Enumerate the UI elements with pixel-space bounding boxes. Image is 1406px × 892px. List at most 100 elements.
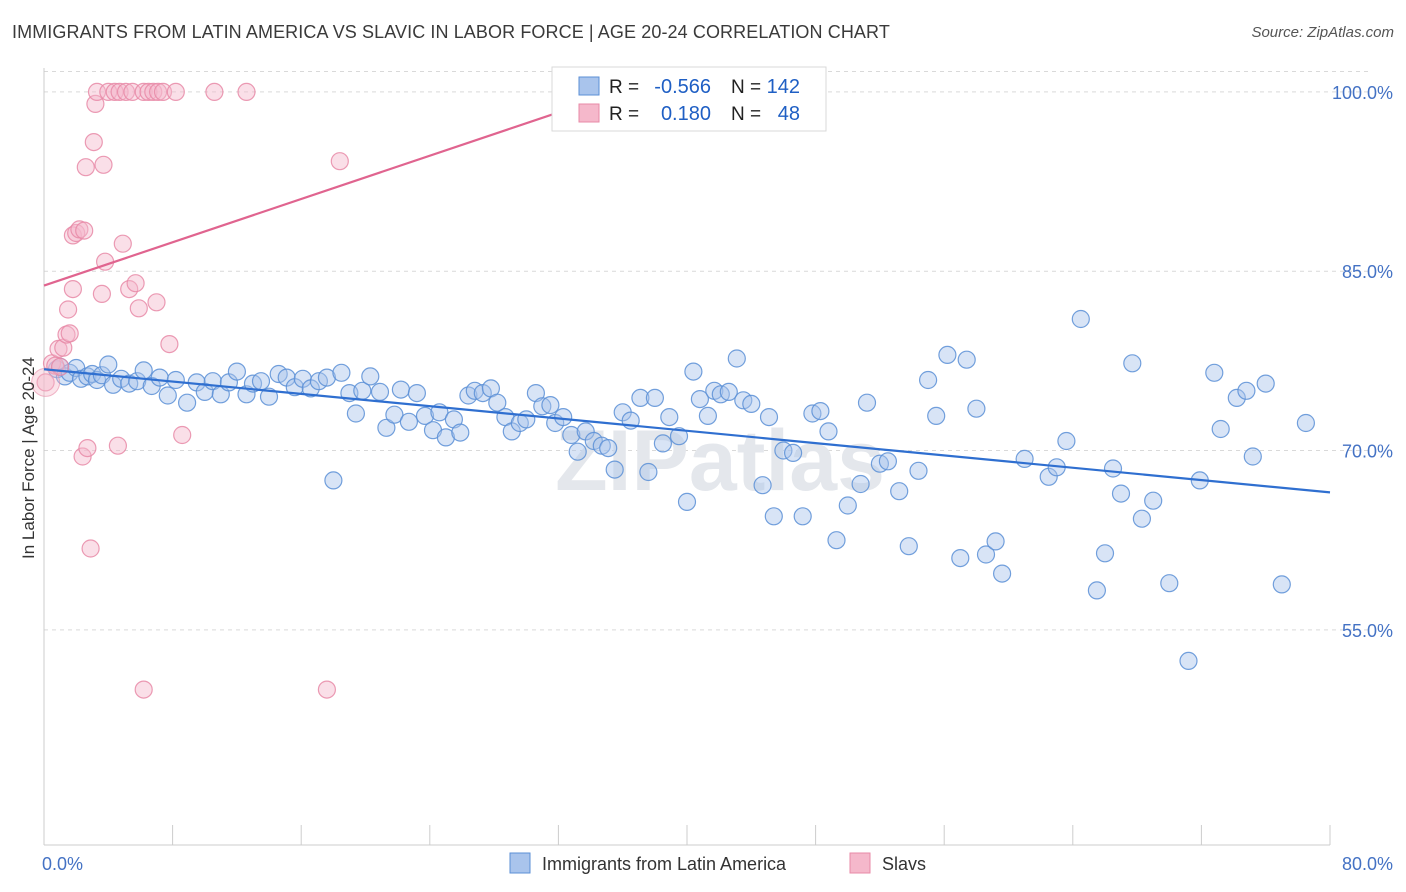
point-latin-america	[653, 434, 673, 453]
x-tick-label-min: 0.0%	[42, 854, 83, 874]
point-slavs	[173, 425, 192, 445]
point-latin-america	[819, 422, 838, 441]
series-legend-label-blue: Immigrants from Latin America	[542, 854, 787, 874]
data-points	[31, 82, 1316, 699]
x-tick-label-max: 80.0%	[1342, 854, 1393, 874]
point-latin-america	[719, 382, 738, 401]
point-slavs	[108, 436, 128, 455]
point-slavs	[84, 133, 103, 152]
point-slavs	[63, 280, 83, 299]
point-slavs	[92, 284, 112, 303]
point-slavs	[160, 335, 179, 354]
point-latin-america	[324, 471, 343, 490]
legend-n-label-blue: N =	[731, 77, 761, 98]
legend-n-label-pink: N =	[731, 104, 761, 125]
source-credit: Source: ZipAtlas.com	[1251, 24, 1394, 41]
point-slavs	[317, 680, 336, 699]
point-latin-america	[436, 428, 455, 447]
point-latin-america	[857, 393, 877, 412]
point-latin-america	[909, 461, 928, 480]
point-latin-america	[742, 394, 761, 413]
point-slavs	[73, 447, 92, 466]
point-slavs	[75, 221, 94, 240]
correlation-legend: R = -0.566 N = 142 R = 0.180 N = 48	[551, 66, 827, 132]
point-latin-america	[1160, 574, 1179, 593]
point-latin-america	[377, 418, 396, 437]
point-latin-america	[677, 492, 697, 511]
point-latin-america	[178, 393, 197, 412]
point-latin-america	[488, 393, 507, 412]
point-latin-america	[1256, 374, 1275, 393]
point-latin-america	[1243, 447, 1262, 466]
point-latin-america	[317, 368, 336, 387]
point-slavs	[147, 293, 166, 312]
axes	[43, 68, 1331, 846]
point-latin-america	[1227, 388, 1246, 407]
point-latin-america	[753, 476, 772, 495]
point-latin-america	[517, 410, 536, 429]
point-latin-america	[562, 425, 581, 445]
point-latin-america	[631, 388, 650, 407]
legend-swatch-blue	[578, 76, 600, 96]
point-latin-america	[99, 355, 118, 374]
point-slavs	[116, 82, 136, 102]
series-legend: Immigrants from Latin America Slavs	[509, 852, 926, 874]
series-legend-swatch-pink	[849, 852, 871, 874]
legend-r-label-pink: R =	[609, 104, 639, 125]
point-latin-america	[158, 386, 177, 405]
point-latin-america	[451, 423, 470, 442]
point-latin-america	[391, 380, 410, 399]
point-latin-america	[957, 350, 976, 369]
point-latin-america	[878, 452, 898, 471]
point-latin-america	[1087, 581, 1107, 600]
legend-n-value-blue: 142	[767, 76, 800, 98]
point-slavs	[134, 680, 153, 699]
point-slavs	[149, 82, 168, 102]
point-latin-america	[851, 474, 870, 494]
point-slavs	[94, 155, 113, 174]
point-latin-america	[986, 532, 1005, 551]
point-slavs	[126, 274, 145, 293]
point-slavs	[237, 82, 256, 102]
point-latin-america	[134, 361, 153, 380]
point-latin-america	[992, 564, 1012, 583]
point-latin-america	[370, 382, 390, 401]
point-latin-america	[669, 427, 689, 446]
legend-swatch-pink	[578, 103, 600, 123]
point-latin-america	[346, 404, 365, 423]
point-latin-america	[407, 384, 426, 403]
point-latin-america	[1205, 363, 1224, 382]
point-latin-america	[827, 531, 846, 550]
point-slavs	[330, 152, 349, 171]
point-latin-america	[385, 405, 404, 424]
watermark: ZIPatlas	[555, 413, 885, 509]
point-slavs	[144, 82, 163, 102]
point-latin-america	[645, 388, 665, 407]
point-slavs	[139, 82, 158, 102]
point-latin-america	[415, 406, 435, 425]
point-latin-america	[554, 408, 573, 427]
point-latin-america	[1237, 381, 1256, 400]
point-latin-america	[918, 370, 938, 390]
point-slavs	[76, 158, 95, 177]
y-tick-label: 70.0%	[1342, 442, 1393, 462]
point-slavs	[58, 300, 78, 319]
point-latin-america	[890, 482, 909, 501]
point-latin-america	[899, 537, 918, 556]
point-slavs	[134, 82, 153, 102]
point-slavs	[81, 539, 100, 558]
legend-r-value-blue: -0.566	[654, 76, 711, 98]
y-tick-label: 85.0%	[1342, 262, 1393, 282]
point-slavs	[166, 82, 185, 102]
point-latin-america	[361, 367, 380, 386]
series-legend-label-pink: Slavs	[882, 854, 926, 874]
point-latin-america	[1179, 651, 1198, 671]
point-latin-america	[1015, 449, 1034, 468]
point-latin-america	[605, 460, 624, 479]
point-latin-america	[1111, 484, 1131, 503]
point-latin-america	[332, 363, 351, 382]
point-latin-america	[568, 442, 587, 461]
point-latin-america	[166, 370, 185, 390]
series-legend-swatch-blue	[509, 852, 531, 874]
point-latin-america	[759, 408, 779, 427]
